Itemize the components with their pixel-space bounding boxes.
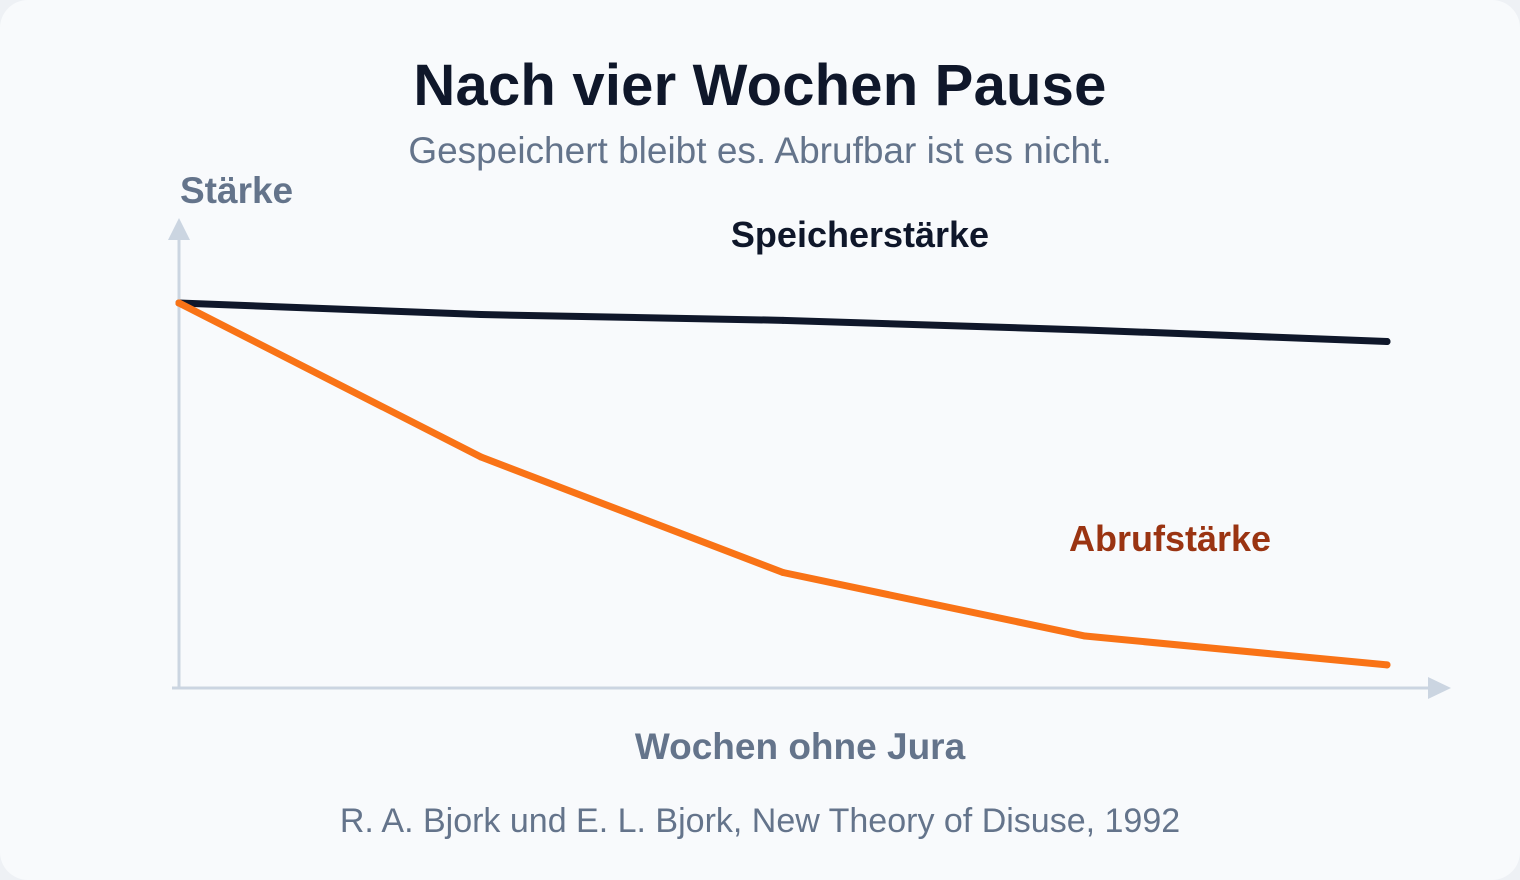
series-line [175, 299, 1391, 669]
data-point [779, 569, 787, 576]
data-point [779, 316, 787, 324]
x-axis-arrow-icon [1428, 677, 1451, 699]
x-axis-label: Wochen ohne Jura [635, 726, 966, 767]
chart-title: Nach vier Wochen Pause [413, 53, 1107, 118]
data-point [477, 311, 485, 319]
data-point [1383, 338, 1391, 345]
y-axis-label: Stärke [180, 170, 293, 211]
data-point [175, 299, 183, 307]
data-point [1383, 661, 1391, 669]
series-1: Speicherstärke [175, 214, 1391, 345]
chart-subtitle: Gespeichert bleibt es. Abrufbar ist es n… [408, 130, 1112, 171]
data-point [1081, 632, 1089, 640]
series-label: Speicherstärke [731, 214, 989, 255]
data-point [477, 453, 485, 461]
source-citation: R. A. Bjork und E. L. Bjork, New Theory … [339, 802, 1181, 840]
data-point [1081, 326, 1089, 334]
axes [168, 218, 1451, 699]
series-label: Abrufstärke [1069, 518, 1271, 559]
series-2: Abrufstärke [175, 299, 1391, 669]
y-axis-arrow-icon [168, 218, 190, 240]
series-layer: Speicherstärke Abrufstärke [175, 214, 1391, 669]
